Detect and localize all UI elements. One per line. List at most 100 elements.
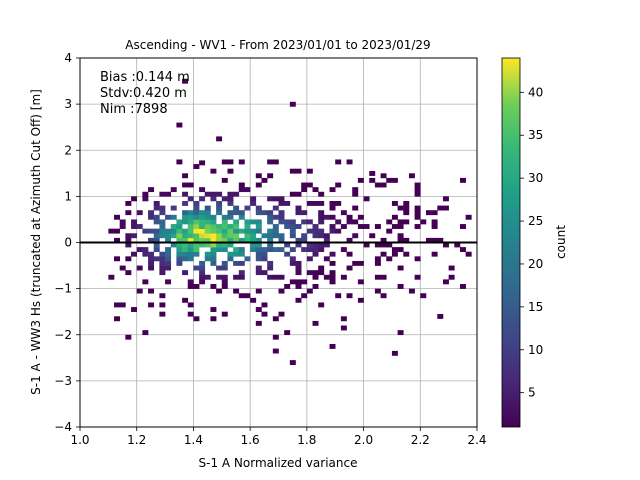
heatmap-cell — [136, 288, 143, 294]
heatmap-cell — [278, 214, 285, 220]
y-tick-label: −2 — [54, 328, 72, 342]
heatmap-cell — [159, 302, 166, 308]
heatmap-cell — [159, 293, 166, 299]
heatmap-cell — [301, 182, 308, 188]
heatmap-cell — [227, 256, 234, 262]
heatmap-cell — [210, 224, 217, 229]
heatmap-cell — [233, 288, 240, 294]
colorbar-tick-label: 15 — [528, 300, 543, 314]
heatmap-cell — [414, 224, 421, 229]
heatmap-cell — [250, 297, 257, 303]
heatmap-cell — [148, 260, 155, 266]
heatmap-cell — [329, 214, 336, 220]
heatmap-cell — [227, 210, 234, 216]
heatmap-cell — [125, 242, 132, 248]
heatmap-cell — [159, 210, 166, 216]
heatmap-cell — [199, 187, 206, 193]
heatmap-cell — [233, 224, 240, 229]
x-tick-label: 1.0 — [70, 433, 89, 447]
heatmap-cell — [244, 293, 251, 299]
heatmap-cell — [255, 256, 262, 262]
heatmap-cell — [238, 260, 245, 266]
heatmap-cell — [125, 200, 132, 206]
heatmap-cell — [238, 237, 245, 243]
y-axis-label: S-1 A - WW3 Hs (truncated at Azimuth Cut… — [29, 89, 43, 395]
heatmap-cell — [233, 247, 240, 253]
heatmap-cell — [187, 284, 194, 289]
heatmap-cell — [312, 284, 319, 289]
heatmap-cell — [272, 334, 279, 340]
heatmap-cell — [431, 251, 438, 257]
heatmap-cell — [199, 219, 206, 225]
heatmap-cell — [306, 270, 313, 276]
heatmap-cell — [233, 210, 240, 216]
heatmap-cell — [244, 187, 251, 193]
heatmap-cell — [187, 302, 194, 308]
heatmap-cell — [187, 196, 194, 202]
heatmap-cell — [403, 251, 410, 257]
heatmap-cell — [233, 191, 240, 197]
heatmap-cell — [199, 160, 206, 166]
heatmap-cell — [238, 247, 245, 253]
heatmap-cell — [182, 297, 189, 303]
heatmap-cell — [295, 297, 302, 303]
heatmap-cell — [199, 260, 206, 266]
heatmap-cell — [221, 214, 228, 220]
heatmap-cell — [199, 279, 206, 285]
heatmap-cell — [233, 237, 240, 243]
heatmap-cell — [170, 224, 177, 229]
heatmap-cell — [131, 307, 138, 312]
heatmap-cell — [346, 159, 353, 165]
heatmap-cell — [136, 247, 143, 253]
heatmap-cell — [301, 210, 308, 216]
x-tick-label: 1.4 — [184, 433, 203, 447]
heatmap-cell — [165, 233, 172, 239]
heatmap-cell — [204, 251, 211, 257]
heatmap-cell — [119, 219, 126, 225]
heatmap-cell — [176, 228, 183, 234]
heatmap-cell — [267, 265, 274, 271]
heatmap-cell — [238, 182, 245, 188]
heatmap-cell — [250, 237, 257, 243]
heatmap-cell — [369, 233, 376, 239]
heatmap-cell — [255, 251, 262, 257]
y-tick-label: 1 — [64, 189, 72, 203]
heatmap-cell — [340, 210, 347, 216]
heatmap-cell — [272, 247, 279, 253]
heatmap-cell — [420, 293, 427, 299]
heatmap-cell — [318, 210, 325, 216]
heatmap-cell — [397, 205, 404, 211]
heatmap-cell — [233, 274, 240, 280]
heatmap-cell — [261, 302, 268, 308]
x-tick-label: 1.2 — [127, 433, 146, 447]
heatmap-cell — [250, 233, 257, 239]
heatmap-cell — [148, 210, 155, 216]
heatmap-cell — [153, 242, 160, 248]
heatmap-cell — [380, 182, 387, 188]
heatmap-cell — [148, 302, 155, 308]
heatmap-cell — [323, 242, 330, 248]
heatmap-cell — [216, 233, 223, 239]
heatmap-cell — [318, 302, 325, 308]
y-tick-label: 0 — [64, 236, 72, 250]
heatmap-cell — [391, 177, 398, 183]
heatmap-cell — [295, 205, 302, 211]
heatmap-cell — [289, 233, 296, 239]
heatmap-cell — [193, 224, 200, 229]
heatmap-cell — [216, 274, 223, 280]
heatmap-cell — [170, 214, 177, 220]
x-tick-label: 1.8 — [297, 433, 316, 447]
heatmap-cell — [159, 270, 166, 276]
heatmap-cell — [199, 210, 206, 216]
heatmap-cell — [250, 242, 257, 248]
heatmap-cell — [170, 233, 177, 239]
heatmap-cell — [255, 205, 262, 211]
heatmap-cell — [278, 247, 285, 253]
heatmap-cell — [335, 293, 342, 299]
heatmap-cell — [255, 307, 262, 312]
heatmap-cell — [261, 210, 268, 216]
heatmap-cell — [193, 200, 200, 206]
heatmap-cell — [431, 237, 438, 243]
heatmap-cell — [397, 219, 404, 225]
